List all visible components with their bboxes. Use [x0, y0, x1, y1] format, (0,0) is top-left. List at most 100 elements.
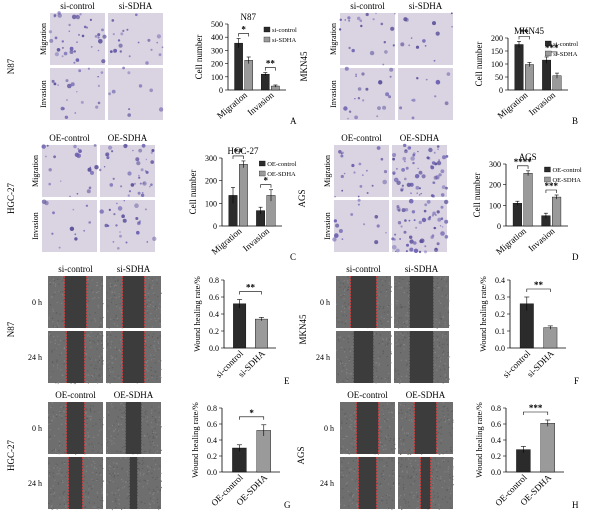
stained-cell	[414, 174, 420, 179]
cell-texture	[117, 375, 119, 377]
y-tick-label: 0.4	[495, 276, 505, 285]
cell-texture	[348, 506, 350, 508]
cell-texture	[110, 285, 112, 288]
row-label: 24 h	[28, 353, 42, 362]
cell-texture	[390, 351, 392, 353]
x-tick-label: Invasion	[526, 226, 557, 254]
cell-texture	[441, 289, 443, 291]
cell-texture	[114, 472, 116, 474]
stained-cell	[403, 143, 407, 148]
cell-texture	[419, 484, 421, 486]
stained-cell	[389, 67, 394, 72]
cell-texture	[407, 302, 410, 304]
stained-cell	[94, 35, 98, 38]
cell-texture	[49, 429, 51, 431]
stained-cell	[46, 144, 49, 147]
cell-texture	[444, 306, 446, 308]
stained-cell	[389, 75, 392, 78]
cell-texture	[114, 346, 116, 348]
stained-cell	[422, 39, 426, 43]
cell-texture	[341, 470, 343, 472]
cell-texture	[341, 370, 343, 372]
cell-texture	[437, 448, 439, 450]
cell-texture	[96, 491, 98, 493]
stained-cell	[135, 157, 140, 162]
cell-texture	[120, 457, 122, 459]
stained-cell	[436, 210, 440, 214]
cell-texture	[107, 411, 109, 413]
cell-texture	[401, 326, 403, 328]
cell-texture	[108, 366, 110, 368]
cell-texture	[152, 492, 154, 494]
stained-cell	[357, 203, 360, 206]
significance-marker: ***	[529, 403, 543, 413]
cell-texture	[147, 378, 149, 380]
stained-cell	[433, 175, 438, 180]
stained-cell	[382, 179, 388, 185]
cell-texture	[89, 314, 91, 316]
cell-texture	[121, 323, 123, 325]
cell-texture	[91, 479, 93, 481]
cell-texture	[410, 465, 412, 467]
stained-cell	[351, 163, 355, 168]
stained-cell	[416, 77, 419, 80]
cell-texture	[400, 333, 402, 335]
cell-texture	[156, 476, 158, 478]
cell-texture	[391, 460, 393, 462]
cell-texture	[110, 343, 112, 345]
stained-cell	[410, 37, 413, 39]
y-axis-label: Wound healing rate/%	[192, 276, 202, 352]
cell-texture	[447, 407, 449, 409]
cell-texture	[447, 468, 449, 470]
stained-cell	[85, 204, 89, 207]
significance-bracket	[238, 33, 250, 37]
cell-texture	[95, 368, 97, 370]
column-label: OE-SDHA	[114, 390, 154, 400]
cell-texture	[149, 451, 151, 453]
cell-texture	[438, 355, 440, 357]
cell-texture	[412, 410, 414, 412]
stained-cell	[394, 13, 396, 15]
stained-cell	[138, 220, 142, 223]
cell-texture	[117, 489, 119, 492]
cell-texture	[387, 427, 389, 429]
cell-texture	[158, 347, 160, 349]
cell-texture	[64, 415, 66, 418]
row-label: Invasion	[329, 80, 338, 108]
stained-cell	[366, 169, 368, 172]
cell-texture	[446, 280, 448, 282]
cell-texture	[146, 299, 148, 301]
cell-texture	[394, 368, 396, 370]
cell-texture	[115, 407, 117, 409]
cell-texture	[152, 435, 154, 437]
stained-cell	[446, 72, 451, 76]
cell-texture	[110, 435, 112, 437]
stained-cell	[339, 18, 342, 21]
cell-texture	[87, 493, 89, 495]
cell-texture	[117, 279, 119, 281]
cell-texture	[400, 343, 402, 345]
stained-cell	[122, 29, 125, 32]
cell-texture	[59, 442, 61, 444]
stained-cell	[401, 184, 404, 187]
cell-texture	[406, 291, 409, 294]
cell-texture	[351, 346, 353, 348]
cell-texture	[121, 508, 123, 510]
cell-texture	[111, 292, 113, 294]
cell-texture	[384, 444, 386, 446]
cell-texture	[349, 418, 351, 420]
cell-texture	[401, 417, 403, 419]
cell-texture	[403, 344, 405, 346]
stained-cell	[137, 191, 141, 195]
bar	[512, 203, 522, 227]
cell-texture	[350, 468, 352, 470]
cell-texture	[115, 462, 118, 464]
stained-cell	[440, 169, 445, 174]
stained-cell	[426, 200, 431, 204]
cell-texture	[101, 444, 103, 446]
cell-texture	[99, 376, 101, 378]
cell-texture	[350, 373, 353, 375]
cell-texture	[53, 476, 55, 478]
stained-cell	[44, 201, 49, 206]
